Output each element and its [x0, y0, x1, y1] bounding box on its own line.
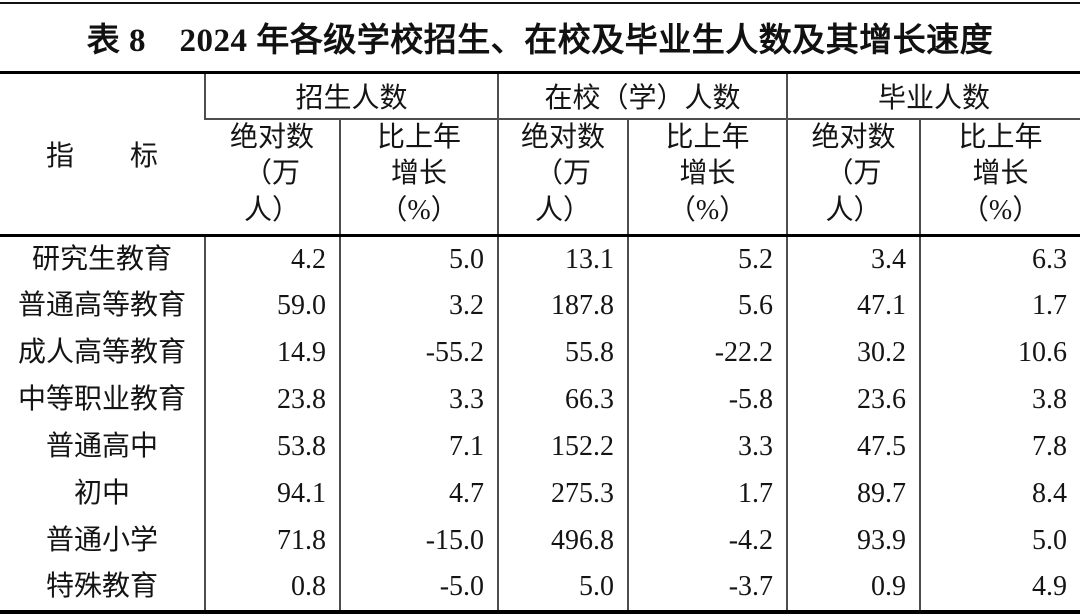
value-cell: 3.8 [919, 376, 1080, 424]
value-cell: 187.8 [497, 282, 629, 330]
value-cell: 4.2 [204, 235, 340, 283]
value-cell: 5.0 [338, 235, 499, 283]
value-cell: 55.8 [497, 329, 629, 377]
value-cell: 23.8 [204, 376, 340, 424]
table-row: 普通高等教育 59.0 3.2 187.8 5.6 47.1 1.7 [0, 282, 1080, 330]
table-row: 成人高等教育 14.9 -55.2 55.8 -22.2 30.2 10.6 [0, 329, 1080, 377]
value-cell: 496.8 [497, 517, 629, 565]
column-header-graduates-growth: 比上年 增长 （%） [919, 118, 1080, 238]
value-cell: -5.8 [627, 376, 788, 424]
value-cell: 6.3 [919, 235, 1080, 283]
value-cell: 14.9 [204, 329, 340, 377]
value-cell: 1.7 [627, 470, 788, 518]
value-cell: 0.8 [204, 564, 340, 612]
indicator-cell: 研究生教育 [31, 244, 172, 276]
indicator-cell: 普通小学 [45, 525, 158, 557]
column-group-in-school: 在校（学）人数 [497, 72, 788, 120]
value-cell: 47.1 [786, 282, 921, 330]
sub-header-row: 绝对数 （万 人） 比上年 增长 （%） 绝对数 （万 人） 比上年 增长 （%… [0, 118, 1080, 238]
value-cell: 275.3 [497, 470, 629, 518]
table-row: 中等职业教育 23.8 3.3 66.3 -5.8 23.6 3.8 [0, 376, 1080, 424]
value-cell: 4.7 [338, 470, 499, 518]
value-cell: 3.3 [338, 376, 499, 424]
value-cell: -15.0 [338, 517, 499, 565]
column-header-in-school-absolute: 绝对数 （万 人） [497, 118, 629, 238]
value-cell: 59.0 [204, 282, 340, 330]
value-cell: 23.6 [786, 376, 921, 424]
value-cell: -5.0 [338, 564, 499, 612]
group-header-row: 指 标 招生人数 在校（学）人数 毕业人数 [0, 72, 1080, 238]
column-header-enrollment-absolute: 绝对数 （万 人） [205, 118, 340, 238]
column-header-in-school-growth: 比上年 增长 （%） [627, 118, 788, 238]
column-group-enrollment: 招生人数 [203, 72, 499, 120]
value-cell: 7.8 [919, 423, 1080, 471]
value-cell: 71.8 [204, 517, 340, 565]
indicator-cell: 初中 [73, 478, 130, 510]
indicator-cell: 特殊教育 [45, 571, 158, 603]
value-cell: 89.7 [786, 470, 921, 518]
value-cell: 94.1 [204, 470, 340, 518]
value-cell: 5.0 [919, 517, 1080, 565]
value-cell: 8.4 [919, 470, 1080, 518]
column-header-indicator: 指 标 [0, 72, 205, 238]
column-group-graduates: 毕业人数 [786, 72, 1080, 120]
table-row: 特殊教育 0.8 -5.0 5.0 -3.7 0.9 4.9 [0, 564, 1080, 612]
value-cell: 5.0 [497, 564, 629, 612]
value-cell: 0.9 [786, 564, 921, 612]
indicator-cell: 成人高等教育 [17, 337, 186, 369]
value-cell: -4.2 [627, 517, 788, 565]
indicator-cell: 普通高等教育 [17, 290, 186, 322]
table-row: 初中 94.1 4.7 275.3 1.7 89.7 8.4 [0, 470, 1080, 518]
indicator-cell: 中等职业教育 [17, 384, 186, 416]
indicator-cell: 普通高中 [45, 431, 158, 463]
value-cell: 152.2 [497, 423, 629, 471]
table-row: 普通高中 53.8 7.1 152.2 3.3 47.5 7.8 [0, 423, 1080, 471]
value-cell: 10.6 [919, 329, 1080, 377]
value-cell: 30.2 [786, 329, 921, 377]
table-title: 表 8 2024 年各级学校招生、在校及毕业生人数及其增长速度 [86, 23, 994, 59]
value-cell: 3.4 [786, 235, 921, 283]
column-header-enrollment-growth: 比上年 增长 （%） [338, 118, 499, 238]
value-cell: 13.1 [497, 235, 629, 283]
value-cell: -55.2 [338, 329, 499, 377]
value-cell: 7.1 [338, 423, 499, 471]
value-cell: 3.2 [338, 282, 499, 330]
value-cell: -22.2 [627, 329, 788, 377]
column-header-graduates-absolute: 绝对数 （万 人） [786, 118, 921, 238]
value-cell: 5.6 [627, 282, 788, 330]
page-top-rule [0, 2, 1080, 4]
value-cell: 5.2 [627, 235, 788, 283]
value-cell: 1.7 [919, 282, 1080, 330]
value-cell: 3.3 [627, 423, 788, 471]
table-header: 指 标 招生人数 在校（学）人数 毕业人数 绝对数 （万 人） 比上年 增长 （… [0, 72, 1080, 238]
value-cell: 66.3 [497, 376, 629, 424]
table-row: 普通小学 71.8 -15.0 496.8 -4.2 93.9 5.0 [0, 517, 1080, 565]
table-body: 研究生教育 4.2 5.0 13.1 5.2 3.4 6.3 普通高等教育 59.0 3.2 187… [0, 235, 1080, 612]
education-statistics-table: 指 标 招生人数 在校（学）人数 毕业人数 绝对数 （万 人） 比上年 增长 （… [0, 71, 1080, 614]
table-row: 研究生教育 4.2 5.0 13.1 5.2 3.4 6.3 [0, 235, 1080, 283]
value-cell: 93.9 [786, 517, 921, 565]
value-cell: -3.7 [627, 564, 788, 612]
value-cell: 47.5 [786, 423, 921, 471]
value-cell: 4.9 [919, 564, 1080, 612]
value-cell: 53.8 [204, 423, 340, 471]
